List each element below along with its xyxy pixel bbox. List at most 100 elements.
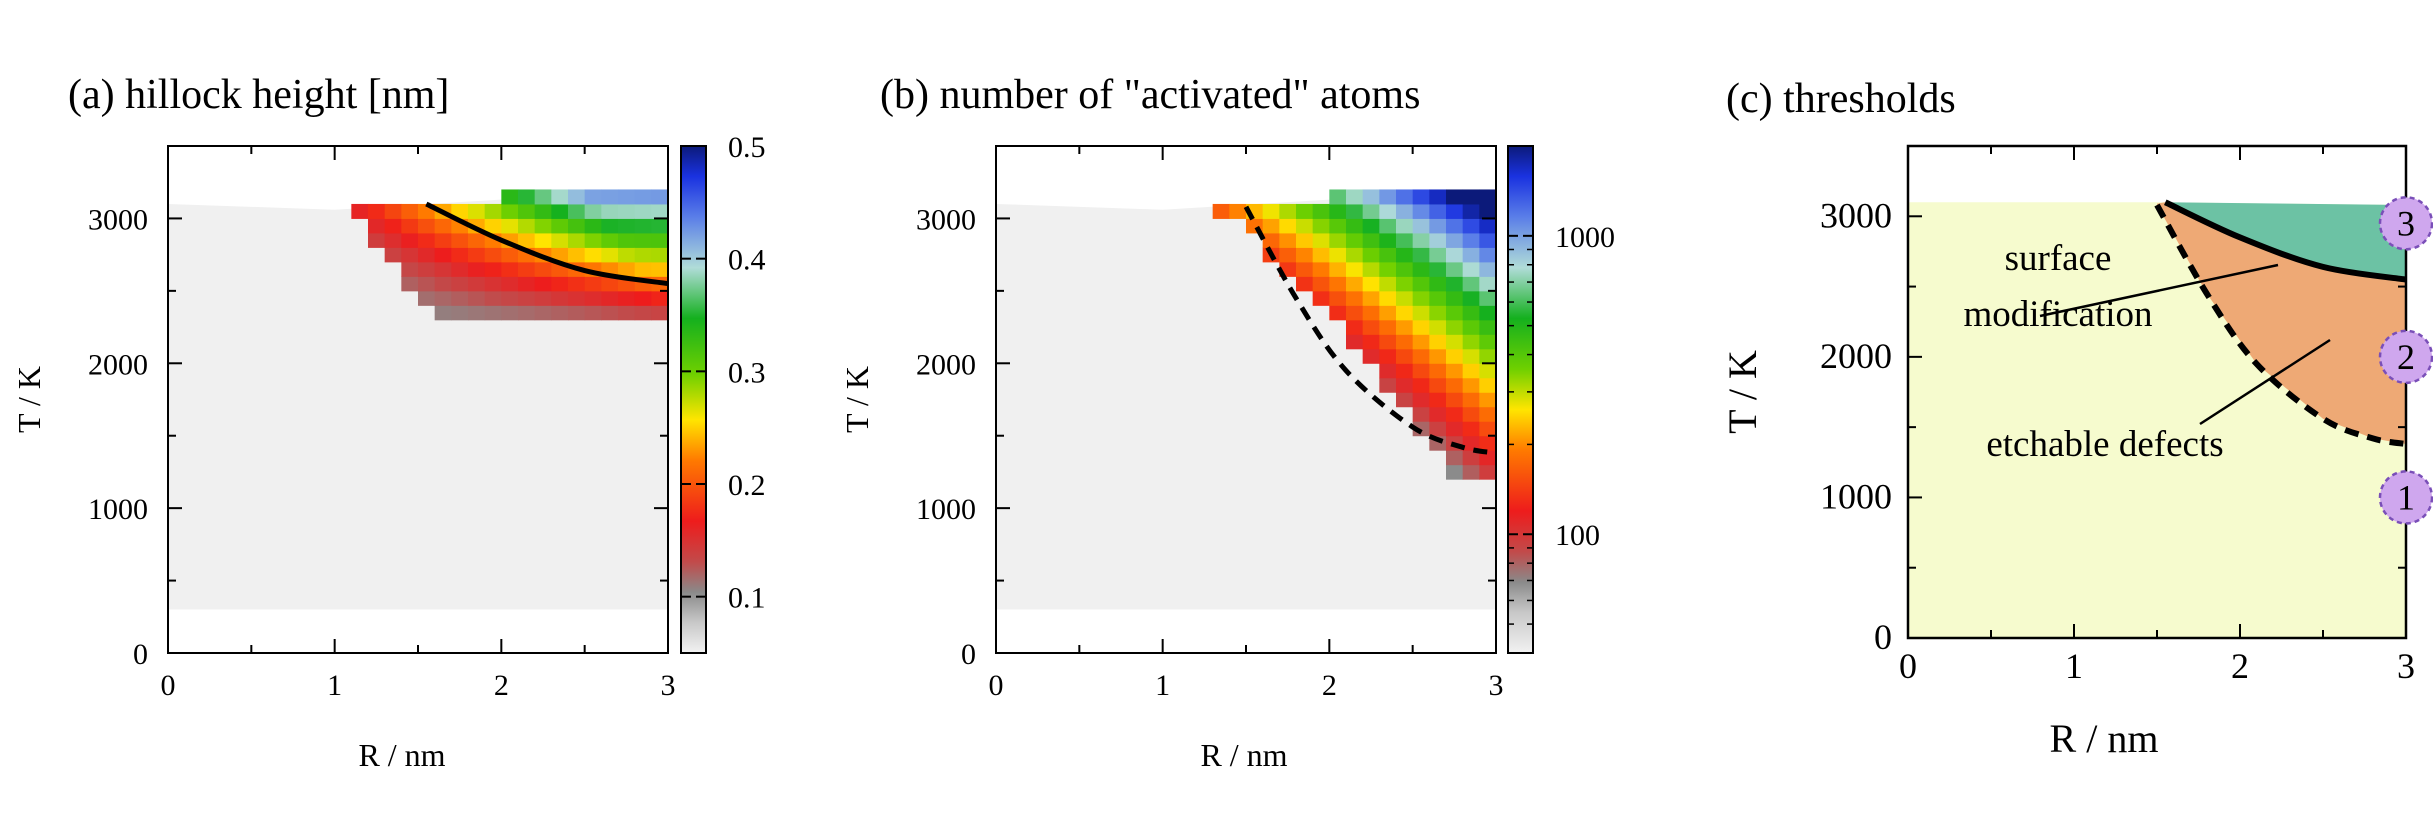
heatmap-cell — [551, 290, 569, 306]
heatmap-cell — [468, 290, 486, 306]
heatmap-cell — [551, 305, 569, 321]
heatmap-cell — [484, 218, 502, 234]
y-axis-label: T / K — [1720, 350, 1765, 434]
heatmap-cell — [401, 261, 419, 277]
heatmap-cell — [568, 189, 586, 205]
heatmap-cell — [1446, 203, 1464, 219]
colorbar-tick-label: 0.3 — [728, 356, 766, 389]
heatmap-cell — [484, 290, 502, 306]
heatmap-cell — [1262, 232, 1280, 248]
chart-title: (a) hillock height [nm] — [68, 72, 449, 118]
heatmap-cell — [1296, 218, 1314, 234]
heatmap-cell — [518, 276, 536, 292]
heatmap-cell — [418, 290, 436, 306]
heatmap-cell — [1296, 276, 1314, 292]
heatmap-cell — [451, 290, 469, 306]
heatmap-cell — [1346, 203, 1364, 219]
heatmap-cell — [1446, 464, 1464, 480]
heatmap-cell — [1412, 276, 1430, 292]
x-tick-label: 0 — [989, 669, 1004, 702]
y-axis-label: T / K — [11, 366, 47, 433]
x-tick-label: 0 — [1899, 646, 1917, 686]
heatmap-cell — [1462, 203, 1480, 219]
annotation-leader — [2039, 263, 2279, 318]
heatmap-cell — [568, 276, 586, 292]
heatmap-cell — [551, 247, 569, 263]
heatmap-cell — [1446, 290, 1464, 306]
heatmap-cell — [1412, 247, 1430, 263]
heatmap-cell — [1379, 203, 1397, 219]
heatmap-cell — [1429, 203, 1447, 219]
heatmap-cell — [1412, 319, 1430, 335]
heatmap-cell — [618, 261, 636, 277]
heatmap-cell — [1312, 261, 1330, 277]
heatmap-cell — [501, 290, 519, 306]
heatmap-cell — [651, 305, 669, 321]
heatmap-cell — [501, 276, 519, 292]
heatmap-cell — [1479, 334, 1497, 350]
heatmap-cell — [1279, 203, 1297, 219]
heatmap-cell — [1412, 305, 1430, 321]
heatmap-cell — [1462, 261, 1480, 277]
heatmap-cell — [484, 247, 502, 263]
colorbar-tick-label: 1000 — [1555, 221, 1615, 254]
heatmap-cell — [1446, 406, 1464, 422]
heatmap-cell — [418, 247, 436, 263]
heatmap-cell — [1462, 377, 1480, 393]
heatmap-cell — [1379, 261, 1397, 277]
heatmap-cell — [434, 232, 452, 248]
heatmap-cell — [518, 189, 536, 205]
heatmap-cell — [1396, 334, 1414, 350]
y-tick-label: 3000 — [88, 203, 148, 236]
heatmap-cell — [468, 247, 486, 263]
heatmap-cell — [1446, 392, 1464, 408]
heatmap-cell — [1329, 232, 1347, 248]
y-tick-label: 1000 — [88, 493, 148, 526]
heatmap-cell — [568, 290, 586, 306]
heatmap-cell — [618, 232, 636, 248]
x-tick-label: 0 — [161, 669, 176, 702]
heatmap-cell — [1479, 305, 1497, 321]
heatmap-cell — [601, 247, 619, 263]
heatmap-cell — [1346, 319, 1364, 335]
heatmap-cell — [1412, 218, 1430, 234]
heatmap-cell — [1329, 247, 1347, 263]
heatmap-cell — [1396, 247, 1414, 263]
heatmap-cell — [1446, 348, 1464, 364]
heatmap-cell — [651, 218, 669, 234]
heatmap-cell — [1429, 305, 1447, 321]
heatmap-cell — [518, 218, 536, 234]
threshold-curve — [425, 201, 669, 287]
heatmap-cell — [1479, 392, 1497, 408]
heatmap-cell — [451, 305, 469, 321]
heatmap-cell — [401, 247, 419, 263]
y-tick-label: 2000 — [916, 348, 976, 381]
heatmap-cell — [618, 290, 636, 306]
heatmap-cell — [501, 305, 519, 321]
heatmap-cell — [618, 203, 636, 219]
heatmap-cell — [1346, 276, 1364, 292]
heatmap-cell — [1296, 247, 1314, 263]
heatmap-cell — [1346, 334, 1364, 350]
x-axis-label: R / nm — [2050, 716, 2159, 761]
heatmap-cell — [1429, 276, 1447, 292]
heatmap-cell — [1462, 392, 1480, 408]
heatmap-cell — [1379, 247, 1397, 263]
heatmap-cell — [434, 305, 452, 321]
heatmap-cell — [568, 232, 586, 248]
heatmap-cell — [484, 203, 502, 219]
heatmap-cell — [634, 261, 652, 277]
heatmap-cell — [501, 218, 519, 234]
threshold-marker-label: 1 — [2397, 477, 2415, 517]
heatmap-cell — [1446, 450, 1464, 466]
colorbar-tick-label: 0.4 — [728, 244, 766, 277]
colorbar-tick-label: 0.1 — [728, 582, 766, 615]
heatmap-cell — [1462, 232, 1480, 248]
heatmap-cell — [1379, 218, 1397, 234]
y-tick-label: 0 — [961, 638, 976, 671]
heatmap-cell — [1429, 319, 1447, 335]
x-tick-label: 2 — [2231, 646, 2249, 686]
heatmap-cell — [1412, 290, 1430, 306]
heatmap-cell — [1312, 276, 1330, 292]
heatmap-cell — [401, 276, 419, 292]
